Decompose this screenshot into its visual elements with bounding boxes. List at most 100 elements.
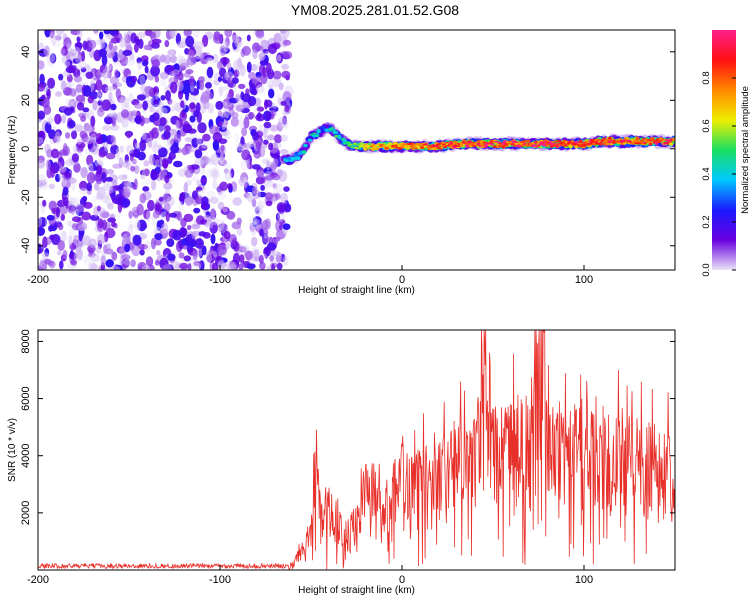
- spectrogram-noise-blob: [217, 244, 228, 256]
- spectrogram-noise-blob: [189, 88, 200, 96]
- spectrogram-noise-blob: [278, 170, 288, 183]
- spectrogram-ridge-mark: [443, 146, 448, 149]
- spectrogram-x-axis-label: Height of straight line (km): [298, 285, 415, 296]
- spectrogram-noise-blob: [241, 45, 251, 56]
- spectrogram-noise-blob: [248, 257, 256, 264]
- spectrogram-noise-blob: [191, 223, 201, 230]
- spectrogram-noise-blob: [195, 195, 203, 205]
- spectrogram-noise-blob: [241, 127, 248, 137]
- spectrogram-noise-blob: [168, 151, 176, 160]
- spectrogram-noise-blob: [80, 50, 86, 62]
- spectrogram-noise-blob: [184, 30, 190, 35]
- spectrogram-noise-blob: [82, 195, 88, 202]
- spectrogram-noise-blob: [238, 117, 244, 129]
- spectrogram-noise-blob: [169, 54, 177, 64]
- spectrogram-noise-blob: [191, 262, 202, 270]
- spectrogram-noise-blob: [232, 252, 241, 265]
- spectrogram-noise-blob: [152, 140, 158, 148]
- spectrogram-noise-blob: [260, 184, 265, 191]
- spectrogram-noise-blob: [122, 187, 131, 199]
- spectrogram-y-tick-label: -40: [20, 238, 32, 254]
- spectrogram-noise-blob: [169, 30, 178, 38]
- spectrogram-noise-blob: [100, 38, 106, 49]
- spectrogram-noise-blob: [101, 99, 112, 111]
- spectrogram-noise-blob: [76, 102, 85, 111]
- spectrogram-noise-blob: [158, 196, 164, 202]
- spectrogram-ridge-mark: [508, 140, 513, 143]
- spectrogram-noise-blob: [218, 121, 224, 127]
- spectrogram-noise-blob: [227, 77, 234, 83]
- spectrogram-noise-blob: [101, 212, 110, 218]
- spectrogram-noise-blob: [166, 238, 175, 248]
- spectrogram-noise-blob: [189, 102, 196, 110]
- spectrogram-noise-blob: [107, 217, 116, 223]
- spectrogram-noise-blob: [110, 135, 116, 143]
- spectrogram-ridge-mark: [641, 138, 646, 141]
- spectrogram-noise-blob: [253, 219, 260, 225]
- spectrogram-ridge-mark: [356, 146, 360, 150]
- spectrogram-noise-blob: [282, 223, 291, 230]
- snr-x-tick-label: 0: [399, 574, 405, 586]
- spectrogram-ridge-mark: [415, 142, 420, 146]
- spectrogram-noise-blob: [162, 193, 170, 204]
- spectrogram-ridge-mark: [638, 142, 643, 144]
- spectrogram-noise-blob: [95, 172, 103, 185]
- spectrogram-noise-blob: [54, 131, 61, 143]
- spectrogram-ridge-mark: [644, 138, 649, 142]
- spectrogram-noise-blob: [126, 76, 132, 82]
- spectrogram-ridge-mark: [293, 156, 298, 160]
- spectrogram-noise-blob: [251, 198, 257, 208]
- spectrogram-noise-blob: [108, 63, 113, 73]
- spectrogram-noise-blob: [134, 165, 140, 175]
- spectrogram-noise-blob: [262, 66, 267, 78]
- spectrogram-noise-blob: [208, 92, 213, 100]
- spectrogram-ridge-mark: [398, 147, 403, 150]
- spectrogram-noise-blob: [276, 52, 284, 64]
- spectrogram-noise-blob: [219, 181, 228, 191]
- spectrogram-noise-blob: [217, 201, 225, 211]
- spectrogram-noise-blob: [278, 82, 284, 91]
- spectrogram-noise-blob: [66, 220, 74, 227]
- spectrogram-noise-blob: [125, 144, 134, 154]
- spectrogram-ridge-mark: [293, 154, 298, 157]
- spectrogram-noise-blob: [110, 189, 116, 201]
- spectrogram-noise-blob: [83, 255, 91, 266]
- spectrogram-noise-blob: [249, 215, 257, 226]
- spectrogram-noise-blob: [272, 76, 282, 88]
- spectrogram-noise-blob: [276, 202, 286, 213]
- spectrogram-noise-blob: [252, 171, 259, 177]
- spectrogram-noise-blob: [47, 77, 56, 89]
- spectrogram-noise-blob: [132, 234, 142, 246]
- spectrogram-noise-blob: [178, 199, 184, 212]
- spectrogram-noise-blob: [216, 60, 223, 70]
- spectrogram-noise-blob: [221, 121, 226, 130]
- spectrogram-noise-blob: [68, 99, 77, 110]
- spectrogram-ridge-mark: [529, 142, 534, 146]
- spectrogram-noise-blob: [209, 196, 219, 204]
- spectrogram-noise-blob: [183, 255, 192, 262]
- spectrogram-noise-blob: [202, 34, 209, 47]
- spectrogram-noise-blob: [233, 69, 240, 78]
- spectrogram-noise-blob: [224, 170, 232, 181]
- spectrogram-noise-blob: [160, 107, 168, 115]
- spectrogram-noise-blob: [217, 76, 223, 82]
- spectrogram-ridge-mark: [337, 137, 341, 139]
- spectrogram-noise-blob: [38, 83, 46, 92]
- spectrogram-noise-blob: [226, 62, 232, 71]
- spectrogram-noise-blob: [215, 100, 224, 110]
- spectrogram-noise-blob: [74, 42, 83, 50]
- spectrogram-noise-blob: [183, 182, 189, 193]
- spectrogram-noise-blob: [235, 93, 241, 102]
- spectrogram-ridge-mark: [577, 142, 582, 145]
- spectrogram-noise-blob: [230, 168, 235, 178]
- spectrogram-ridge-mark: [522, 140, 526, 143]
- spectrogram-ridge-mark: [503, 140, 507, 143]
- spectrogram-noise-blob: [80, 115, 87, 122]
- spectrogram-noise-blob: [219, 153, 224, 165]
- spectrogram-noise-blob: [102, 125, 112, 131]
- spectrogram-noise-blob: [136, 203, 144, 216]
- spectrogram-noise-blob: [110, 265, 121, 270]
- spectrogram-noise-blob: [177, 54, 183, 62]
- spectrogram-ridge-mark: [442, 143, 446, 146]
